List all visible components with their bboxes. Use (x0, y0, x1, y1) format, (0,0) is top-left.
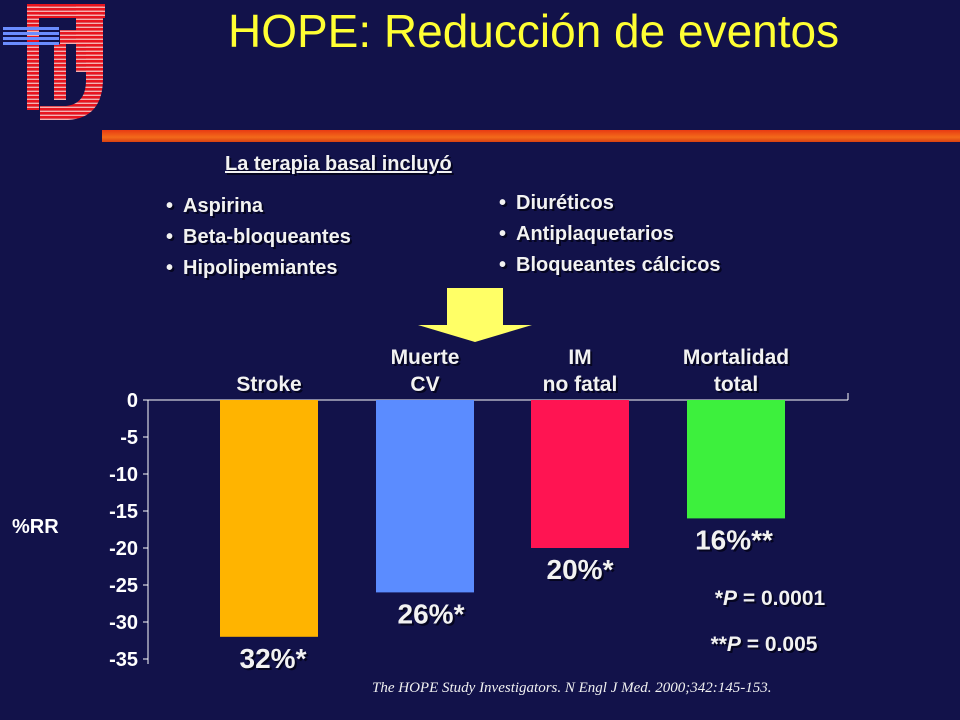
p-prefix: ** (711, 633, 728, 656)
list-item: Hipolipemiantes (166, 253, 351, 284)
citation: The HOPE Study Investigators. N Engl J M… (372, 680, 772, 696)
category-label: Stroke (236, 373, 301, 396)
text-shadow: IM (570, 348, 593, 371)
text-shadow: 32%* (242, 645, 309, 676)
category-label: Muerte (391, 346, 460, 369)
text-shadow: 20%* (549, 556, 616, 587)
p-prefix: * (715, 587, 724, 610)
p-value: = 0.0001 (739, 589, 827, 612)
p-symbol: P (727, 633, 742, 656)
data-label: 16%** (695, 524, 773, 555)
list-item: Beta-bloqueantes (166, 222, 351, 253)
bar (531, 400, 629, 548)
therapy-list-left: Aspirina Beta-bloqueantes Hipolipemiante… (166, 191, 351, 284)
hospital-logo (3, 4, 105, 120)
y-axis-label: %RR (12, 516, 59, 538)
text-shadow: 16%** (697, 526, 775, 557)
p-symbol: P (723, 587, 738, 610)
data-label: 20%* (547, 554, 614, 585)
list-item: Bloqueantes cálcicos (499, 250, 721, 281)
y-tick-label: -15 (109, 501, 138, 523)
bar (220, 400, 318, 637)
therapy-list-right: Diuréticos Antiplaquetarios Bloqueantes … (499, 188, 721, 281)
list-item: Antiplaquetarios (499, 219, 721, 250)
list-item: Diuréticos (499, 188, 721, 219)
y-tick-label: -10 (109, 464, 138, 486)
p-value: = 0.0001 (737, 587, 825, 610)
text-shadow: **P = 0.005 (713, 635, 820, 658)
category-label: no fatal (543, 373, 618, 396)
p-prefix: ** (713, 635, 730, 658)
p-value: = 0.005 (741, 633, 818, 656)
category-label: IM (568, 346, 591, 369)
page-title: HOPE: Reducción de eventos (228, 5, 840, 57)
data-label: 26%* (398, 598, 465, 629)
category-label: CV (410, 373, 439, 396)
category-label: Mortalidad (683, 346, 789, 369)
y-tick-label: -5 (120, 427, 138, 449)
bar (687, 400, 785, 519)
bar (376, 400, 474, 593)
text-shadow: *P = 0.0001 (717, 589, 828, 612)
y-tick-label: -25 (109, 575, 138, 597)
category-label: total (714, 373, 758, 396)
p-value: = 0.005 (743, 635, 820, 658)
text-shadow: no fatal (545, 375, 620, 398)
p-prefix: * (717, 589, 726, 612)
p-value-annotation: **P = 0.005 (711, 633, 818, 656)
text-shadow: Mortalidad (685, 348, 791, 371)
text-shadow: CV (412, 375, 441, 398)
text-shadow: Stroke (238, 375, 303, 398)
down-arrow-icon (418, 288, 532, 342)
text-shadow: 26%* (400, 600, 467, 631)
therapy-heading: La terapia basal incluyó (225, 153, 452, 175)
title-divider (102, 130, 960, 142)
text-shadow: total (716, 375, 760, 398)
p-symbol: P (729, 635, 744, 658)
list-item: Aspirina (166, 191, 351, 222)
data-label: 32%* (240, 643, 307, 674)
p-value-annotation: *P = 0.0001 (715, 587, 826, 610)
y-tick-label: -20 (109, 538, 138, 560)
y-tick-label: -35 (109, 649, 138, 671)
p-symbol: P (725, 589, 740, 612)
y-tick-label: 0 (127, 390, 138, 412)
y-tick-label: -30 (109, 612, 138, 634)
text-shadow: Muerte (393, 348, 462, 371)
